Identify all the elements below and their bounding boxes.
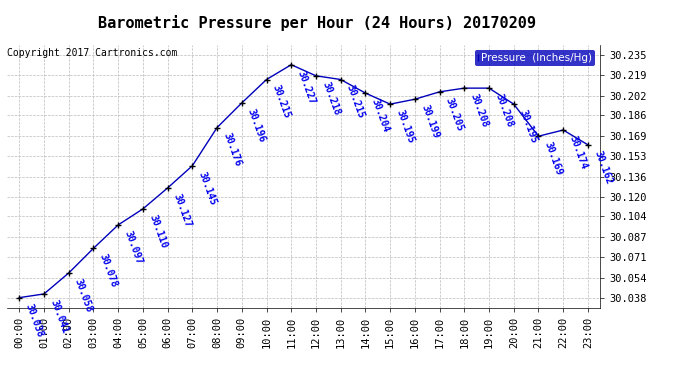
Text: 30.218: 30.218	[320, 80, 342, 117]
Legend: Pressure  (Inches/Hg): Pressure (Inches/Hg)	[475, 50, 595, 66]
Text: Copyright 2017 Cartronics.com: Copyright 2017 Cartronics.com	[8, 48, 178, 58]
Text: 30.176: 30.176	[221, 132, 243, 168]
Text: 30.204: 30.204	[370, 97, 391, 134]
Text: Barometric Pressure per Hour (24 Hours) 20170209: Barometric Pressure per Hour (24 Hours) …	[99, 15, 536, 31]
Text: 30.145: 30.145	[197, 170, 218, 207]
Text: 30.227: 30.227	[295, 69, 317, 105]
Text: 30.215: 30.215	[345, 84, 366, 120]
Text: 30.038: 30.038	[23, 302, 45, 338]
Text: 30.196: 30.196	[246, 107, 268, 144]
Text: 30.199: 30.199	[419, 104, 440, 140]
Text: 30.205: 30.205	[444, 96, 465, 132]
Text: 30.169: 30.169	[542, 140, 564, 177]
Text: 30.174: 30.174	[567, 134, 589, 171]
Text: 30.208: 30.208	[469, 92, 490, 129]
Text: 30.058: 30.058	[73, 277, 95, 314]
Text: 30.110: 30.110	[147, 213, 168, 250]
Text: 30.097: 30.097	[122, 229, 144, 266]
Text: 30.127: 30.127	[172, 192, 193, 229]
Text: 30.195: 30.195	[518, 108, 540, 145]
Text: 30.162: 30.162	[592, 149, 613, 186]
Text: 30.215: 30.215	[270, 84, 292, 120]
Text: 30.195: 30.195	[394, 108, 416, 145]
Text: 30.041: 30.041	[48, 298, 70, 334]
Text: 30.208: 30.208	[493, 92, 515, 129]
Text: 30.078: 30.078	[97, 252, 119, 289]
